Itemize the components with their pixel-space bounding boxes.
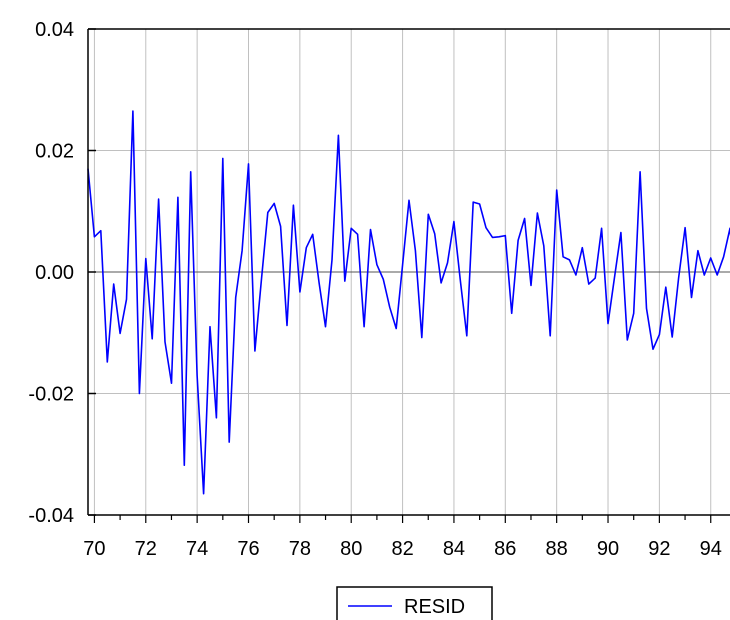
y-axis-ticks: 0.04 0.02 0.00 -0.02 -0.04 [28, 19, 96, 527]
y-tick-label: 0.04 [35, 19, 74, 41]
x-tick-label: 80 [340, 538, 362, 560]
x-tick-label: 92 [648, 538, 670, 560]
x-tick-label: 74 [186, 538, 208, 560]
x-tick-label: 94 [700, 538, 722, 560]
series-line-resid [87, 110, 730, 495]
x-tick-label: 78 [289, 538, 311, 560]
x-tick-label: 88 [546, 538, 568, 560]
y-tick-label: 0.00 [35, 262, 74, 284]
legend-label-resid: RESID [404, 596, 465, 618]
x-axis-ticks: 70 72 74 76 78 80 82 84 86 88 90 92 94 [83, 515, 722, 560]
y-tick-label: -0.02 [28, 384, 74, 406]
x-tick-label: 86 [494, 538, 516, 560]
x-tick-label: 90 [597, 538, 619, 560]
legend: RESID [336, 586, 493, 620]
legend-box [336, 586, 493, 620]
y-tick-label: 0.02 [35, 141, 74, 163]
x-tick-label: 72 [135, 538, 157, 560]
y-tick-label: -0.04 [28, 505, 74, 527]
x-tick-label: 76 [237, 538, 259, 560]
x-tick-label: 84 [443, 538, 465, 560]
x-tick-label: 82 [391, 538, 413, 560]
x-tick-label: 70 [83, 538, 105, 560]
